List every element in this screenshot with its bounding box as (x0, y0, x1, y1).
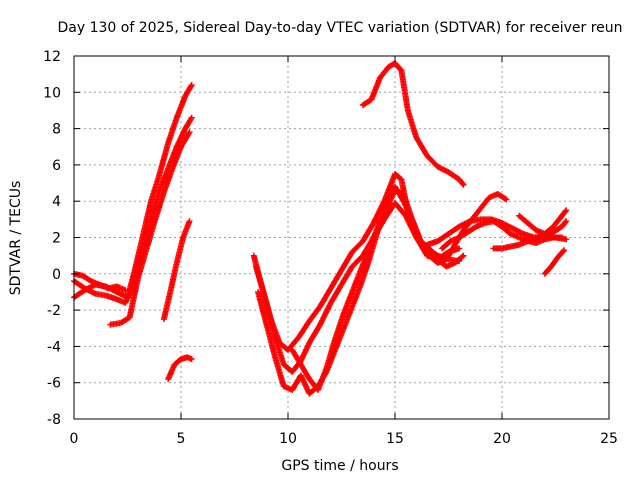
series-8 (252, 200, 463, 375)
data-point (558, 234, 565, 241)
x-axis-label: GPS time / hours (281, 458, 398, 474)
plot-frame (73, 55, 610, 420)
series-15 (516, 212, 570, 237)
series-12 (424, 216, 570, 248)
data-point (562, 208, 569, 215)
data-point (560, 248, 567, 255)
x-tick-label: 0 (70, 431, 79, 447)
y-tick-label: 8 (52, 122, 61, 138)
data-point (456, 245, 463, 252)
x-tick-label: 5 (177, 431, 186, 447)
data-point (561, 247, 568, 254)
y-tick-label: -4 (47, 339, 61, 355)
data-point (186, 218, 193, 225)
y-tick-label: 12 (43, 49, 61, 65)
series-5 (160, 218, 193, 323)
series-14 (490, 234, 565, 252)
series-6 (165, 354, 195, 383)
series-4 (71, 270, 129, 294)
data-point (460, 252, 467, 259)
y-tick-label: 4 (52, 194, 61, 210)
data-point (503, 196, 510, 203)
series-3 (107, 129, 193, 328)
x-tick-label: 15 (386, 431, 404, 447)
data-point (188, 114, 195, 121)
y-tick-label: -6 (47, 376, 61, 392)
x-tick-label: 20 (493, 431, 511, 447)
data-point (188, 356, 195, 363)
data-point (188, 82, 195, 89)
data-point (563, 236, 570, 243)
y-tick-label: 2 (52, 231, 61, 247)
data-point (502, 195, 509, 202)
data-point (459, 253, 466, 260)
data-point (563, 218, 570, 225)
y-tick-label: 0 (52, 267, 61, 283)
data-point (460, 181, 467, 188)
series-11 (359, 60, 467, 188)
x-tick-label: 25 (600, 431, 618, 447)
y-tick-label: 10 (43, 85, 61, 101)
data-point (562, 219, 569, 226)
data-point (459, 180, 466, 187)
data-points (71, 60, 570, 397)
tick-labels: 0 5 10 15 20 25 -8 -6 -4 -2 0 2 4 6 8 10 12 (43, 49, 618, 447)
y-tick-label: -8 (47, 412, 61, 428)
y-tick-label: 6 (52, 158, 61, 174)
y-tick-label: -2 (47, 303, 61, 319)
data-point (122, 287, 129, 294)
x-tick-label: 10 (279, 431, 297, 447)
grid (74, 56, 609, 419)
chart-title: Day 130 of 2025, Sidereal Day-to-day VTE… (57, 20, 622, 36)
series-2 (71, 114, 195, 306)
series-16 (541, 247, 568, 277)
data-point (563, 207, 570, 214)
data-point (186, 129, 193, 136)
y-axis-label: SDTVAR / TECUs (8, 181, 24, 296)
